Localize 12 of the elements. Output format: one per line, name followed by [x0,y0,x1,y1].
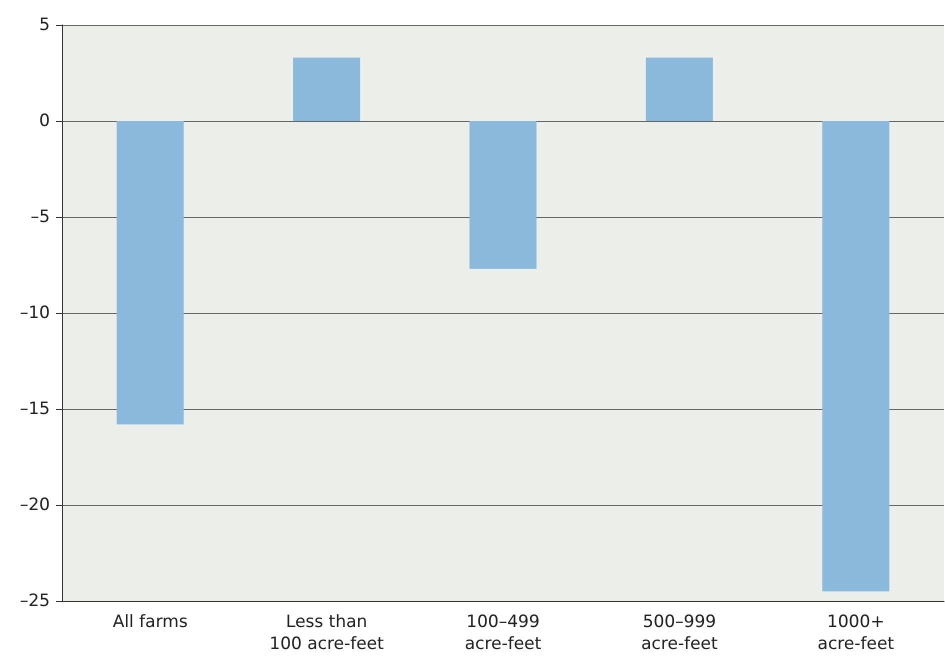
y-tick-label: –5 [30,207,50,227]
y-tick-label: 0 [39,111,50,131]
x-tick-label: 1000+ acre-feet [818,612,894,654]
x-tick-label: Less than 100 acre-feet [269,612,384,654]
y-tick-label: –25 [20,591,50,611]
y-tick-label: –15 [20,399,50,419]
x-tick-label: All farms [112,612,188,632]
x-tick-label: 500–999 acre-feet [641,612,718,654]
y-tick-label: –20 [20,495,50,515]
x-tick-label: 100–499 acre-feet [464,612,542,654]
y-tick-label: 5 [39,15,50,35]
y-tick-label: –10 [20,303,50,323]
